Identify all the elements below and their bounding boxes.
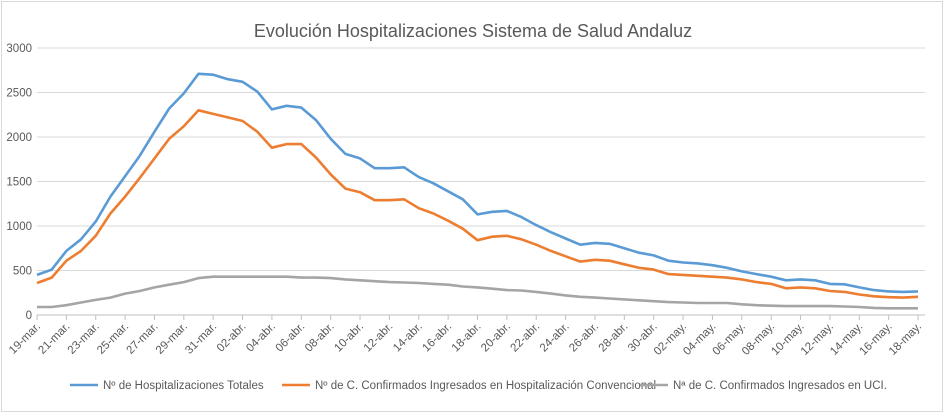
- x-tick-label: 21-mar.: [36, 321, 72, 357]
- series-line-0: [36, 72, 919, 294]
- x-tick-label: 19-mar.: [7, 321, 43, 357]
- y-tick-label: 3000: [6, 43, 32, 55]
- x-tick-label: 16-abr.: [420, 321, 454, 355]
- x-tick-label: 27-mar.: [125, 321, 161, 357]
- y-tick-label: 1500: [6, 177, 32, 189]
- series-line-1: [36, 109, 919, 299]
- series-line-2: [37, 275, 918, 310]
- chart-title: Evolución Hospitalizaciones Sistema de S…: [254, 21, 692, 41]
- y-tick-label: 2500: [6, 88, 32, 100]
- x-tick-label: 04-abr.: [244, 321, 278, 355]
- x-tick-label: 20-abr.: [479, 321, 513, 355]
- x-tick-label: 14-abr.: [391, 321, 425, 355]
- x-tick-label: 23-mar.: [66, 321, 102, 357]
- x-tick-label: 28-abr.: [597, 321, 631, 355]
- y-tick-label: 500: [13, 266, 32, 278]
- x-tick-label: 24-abr.: [538, 321, 572, 355]
- legend-label: Nº de C. Confirmados Ingresados en Hospi…: [315, 380, 656, 392]
- legend-label: Nª de C. Confirmados Ingresados en UCI.: [673, 380, 887, 392]
- y-tick-label: 1000: [6, 221, 32, 233]
- x-tick-label: 29-mar.: [154, 321, 190, 357]
- x-tick-label: 18-abr.: [450, 321, 484, 355]
- x-tick-label: 25-mar.: [95, 321, 131, 357]
- x-tick-label: 06-abr.: [274, 321, 308, 355]
- x-tick-label: 26-abr.: [567, 321, 601, 355]
- x-tick-label: 31-mar.: [183, 321, 219, 357]
- x-tick-label: 22-abr.: [509, 321, 543, 355]
- x-tick-label: 08-abr.: [303, 321, 337, 355]
- y-tick-label: 0: [26, 310, 32, 322]
- x-tick-label: 12-abr.: [362, 321, 396, 355]
- legend-label: Nº de Hospitalizaciones Totales: [103, 380, 264, 392]
- x-tick-label: 02-abr.: [215, 321, 249, 355]
- x-tick-label: 10-abr.: [332, 321, 366, 355]
- x-tick-label: 18-may.: [887, 321, 924, 358]
- y-tick-label: 2000: [6, 132, 32, 144]
